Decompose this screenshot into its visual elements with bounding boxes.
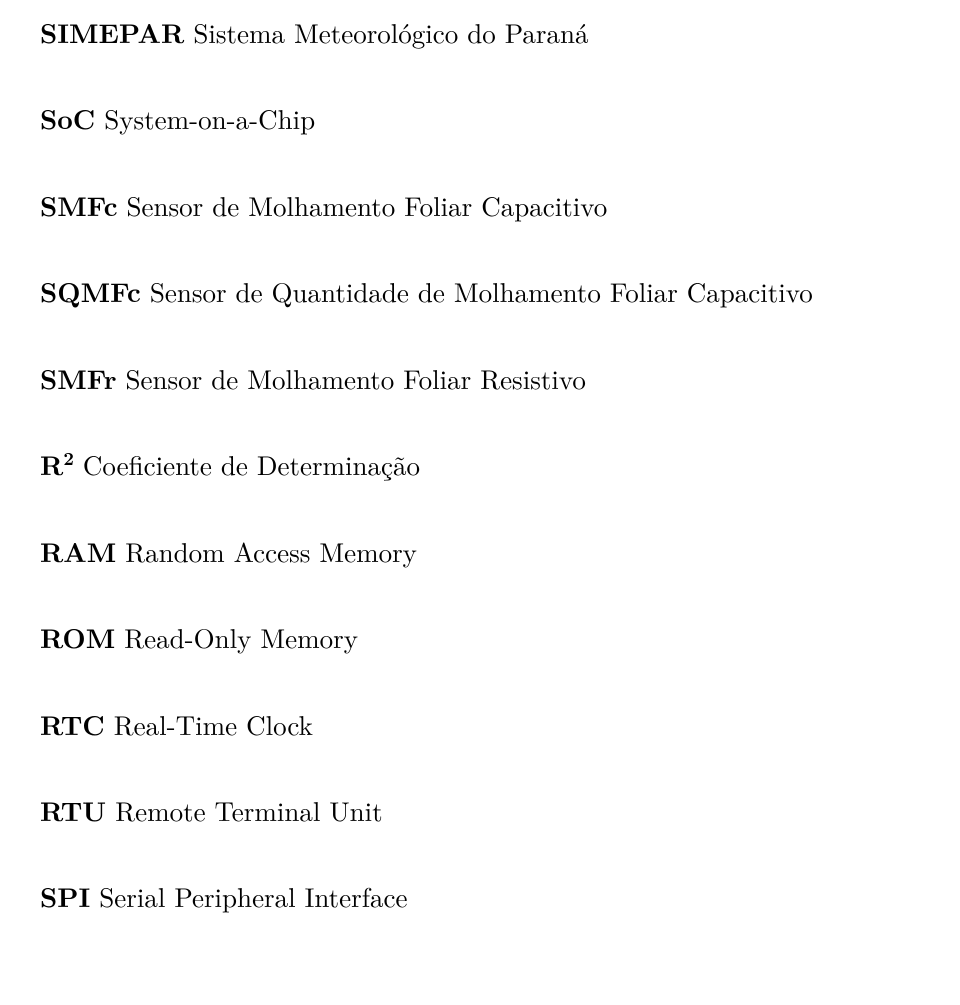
glossary-page: SIMEPAR Sistema Meteorológico do Paraná … xyxy=(0,0,960,1005)
definition-text: Sistema Meteorológico do Paraná xyxy=(193,13,588,51)
term: SIMEPAR xyxy=(40,12,184,51)
definition-text: System-on-a-Chip xyxy=(104,99,315,137)
glossary-entry: SQMFc Sensor de Quantidade de Molhamento… xyxy=(40,273,920,309)
glossary-entry: RAM Random Access Memory xyxy=(40,533,920,569)
term-base: R xyxy=(40,444,63,483)
definition-text: Sensor de Molhamento Foliar Capacitivo xyxy=(127,186,608,224)
definition-text: Random Access Memory xyxy=(125,532,417,570)
glossary-entry: ROM Read-Only Memory xyxy=(40,619,920,655)
definition-text: Real-Time Clock xyxy=(114,705,313,743)
definition-text: Remote Terminal Unit xyxy=(115,791,382,829)
term: SQMFc xyxy=(40,271,141,310)
term: SMFc xyxy=(40,185,118,224)
term: RAM xyxy=(40,531,116,570)
glossary-entry: RTU Remote Terminal Unit xyxy=(40,792,920,828)
glossary-entry: SMFc Sensor de Molhamento Foliar Capacit… xyxy=(40,187,920,223)
term: SMFr xyxy=(40,358,117,397)
definition-text: Coeficiente de Determinação xyxy=(83,445,420,483)
term: RTU xyxy=(40,790,106,829)
term: ROM xyxy=(40,617,115,656)
term: SoC xyxy=(40,98,95,137)
term-exponent: 2 xyxy=(63,445,74,471)
glossary-entry: SoC System-on-a-Chip xyxy=(40,100,920,136)
definition-text: Sensor de Molhamento Foliar Resistivo xyxy=(126,359,586,397)
term: SPI xyxy=(40,876,90,915)
definition-text: Serial Peripheral Interface xyxy=(99,877,407,915)
glossary-entry: SPI Serial Peripheral Interface xyxy=(40,878,920,914)
glossary-entry: RTC Real-Time Clock xyxy=(40,706,920,742)
glossary-entry: SMFr Sensor de Molhamento Foliar Resisti… xyxy=(40,360,920,396)
glossary-entry: R2 Coeficiente de Determinação xyxy=(40,446,920,482)
term: RTC xyxy=(40,704,105,743)
definition-text: Read-Only Memory xyxy=(124,618,358,656)
term: R2 xyxy=(40,444,74,483)
glossary-entry: SIMEPAR Sistema Meteorológico do Paraná xyxy=(40,14,920,50)
definition-text: Sensor de Quantidade de Molhamento Folia… xyxy=(150,272,813,310)
